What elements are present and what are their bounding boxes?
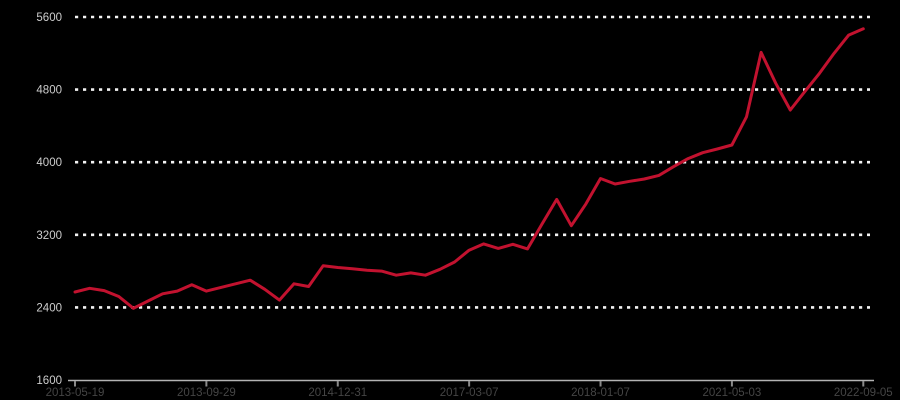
data-series-layer — [73, 27, 865, 310]
gridlines-layer — [75, 15, 870, 309]
y-axis-tick-label: 4000 — [36, 157, 62, 169]
price-line-series — [73, 27, 865, 310]
y-axis-tick-label: 1600 — [36, 375, 62, 387]
y-axis-tick-label: 4800 — [36, 85, 62, 97]
x-axis-tick-label: 2014-12-31 — [308, 387, 367, 399]
y-axis-tick-label: 5600 — [36, 12, 62, 24]
x-axis-tick-label: 2018-01-07 — [571, 387, 630, 399]
x-axis-tick-label: 2022-09-05 — [834, 387, 893, 399]
x-axis-tick-label: 2013-05-19 — [46, 387, 105, 399]
x-axis-tick-label: 2013-09-29 — [177, 387, 236, 399]
y-axis-tick-label: 2400 — [36, 302, 62, 314]
axis-layer — [68, 379, 874, 387]
x-axis-tick-label: 2021-05-03 — [703, 387, 762, 399]
axis-labels-layer: 1600 2400 3200 4000 4800 5600 2013-05-19 2013-0… — [36, 12, 892, 399]
y-axis-tick-label: 3200 — [36, 230, 62, 242]
x-axis-tick-label: 2017-03-07 — [440, 387, 499, 399]
